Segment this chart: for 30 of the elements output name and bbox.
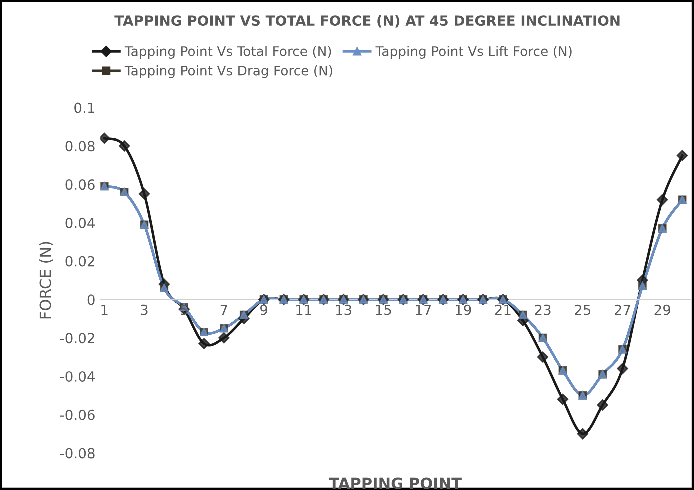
y-tick-label: -0.02 [60, 333, 94, 344]
x-tick-label: 13 [336, 304, 352, 316]
legend-label: Tapping Point Vs Drag Force (N) [124, 66, 332, 78]
y-tick-label: -0.04 [60, 371, 95, 382]
y-tick-label: 0.04 [66, 218, 95, 228]
x-tick-label: 19 [456, 304, 472, 316]
y-tick-label: 0.1 [74, 102, 94, 114]
x-axis-title: TAPPING POINT [329, 478, 462, 490]
x-tick-label: 23 [535, 304, 551, 316]
x-tick-label: 7 [220, 305, 228, 316]
x-tick-label: 9 [260, 304, 268, 316]
y-tick-label: -0.06 [60, 410, 95, 420]
x-tick-label: 21 [495, 304, 511, 316]
x-tick-label: 29 [654, 304, 670, 316]
y-axis-title: FORCE (N) [40, 242, 54, 319]
x-tick-label: 11 [296, 305, 312, 316]
chart-title: TAPPING POINT VS TOTAL FORCE (N) AT 45 DEGREE INCLINATION [114, 15, 620, 28]
x-tick-label: 25 [575, 304, 591, 316]
y-tick-label: 0.08 [66, 141, 95, 152]
x-tick-label: 15 [376, 305, 392, 316]
y-tick-label: 0.06 [66, 180, 95, 190]
x-tick-label: 27 [614, 304, 630, 316]
y-tick-label: 0.02 [66, 256, 94, 267]
legend-label: Tapping Point Vs Total Force (N) [124, 46, 332, 59]
y-tick-label: 0 [88, 294, 95, 306]
y-tick-label: -0.08 [60, 448, 95, 459]
x-tick-label: 17 [416, 305, 432, 316]
legend-label: Tapping Point Vs Lift Force (N) [376, 46, 572, 59]
x-tick-label: 1 [102, 305, 108, 316]
x-tick-label: 3 [141, 304, 148, 316]
